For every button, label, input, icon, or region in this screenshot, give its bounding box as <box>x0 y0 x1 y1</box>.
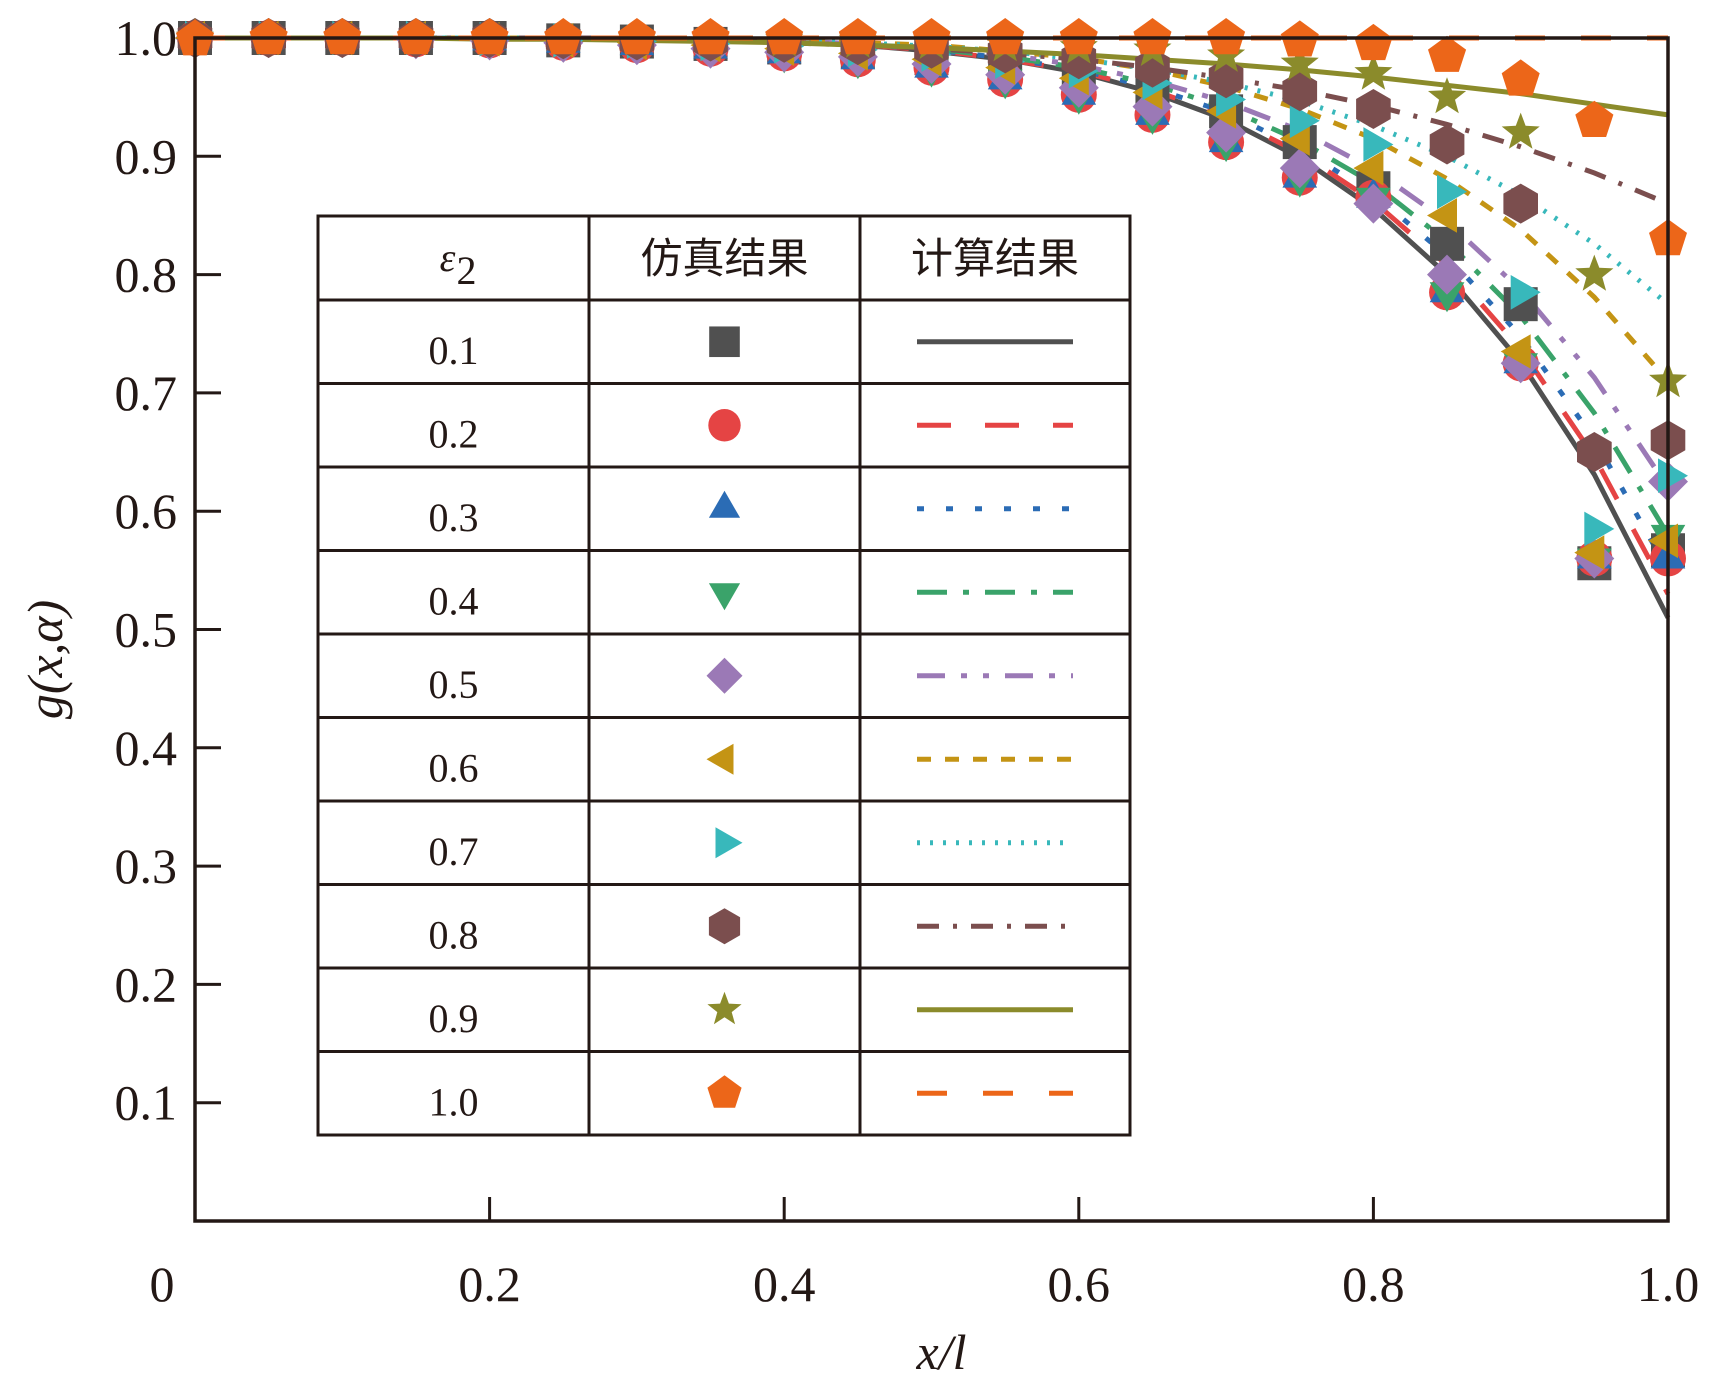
marker-point <box>617 18 656 55</box>
y-tick-label: 1.0 <box>115 10 178 66</box>
legend-marker-triangle-down <box>708 583 741 611</box>
y-tick-label: 0.9 <box>115 128 178 184</box>
marker-point <box>1206 112 1247 153</box>
marker-point <box>249 18 288 55</box>
marker-point <box>1059 18 1098 55</box>
marker-point <box>1427 198 1457 233</box>
marker-point <box>1133 18 1172 55</box>
x-tick-label: 0 <box>150 1256 175 1312</box>
marker-point <box>323 18 362 55</box>
marker-point <box>1510 275 1541 310</box>
marker-point <box>1282 71 1318 112</box>
x-tick-label: 1.0 <box>1637 1256 1700 1312</box>
legend-label-eps-0.3: 0.3 <box>429 495 479 540</box>
legend-label-eps-0.4: 0.4 <box>429 578 479 623</box>
y-tick-label: 0.6 <box>115 483 178 539</box>
marker-point <box>838 18 877 55</box>
marker-point <box>1577 432 1612 472</box>
marker-point <box>1501 59 1540 96</box>
marker-point <box>1648 523 1678 559</box>
legend-header-simulation: 仿真结果 <box>640 234 808 283</box>
legend-label-eps-0.7: 0.7 <box>429 829 479 874</box>
legend-label-eps-0.1: 0.1 <box>429 328 479 373</box>
y-tick-label: 0.4 <box>115 720 178 776</box>
marker-point <box>1428 77 1467 114</box>
marker-point <box>1428 35 1467 72</box>
x-tick-label: 0.2 <box>458 1256 521 1312</box>
legend-label-eps-0.2: 0.2 <box>429 411 479 456</box>
marker-point <box>912 18 951 55</box>
legend-marker-triangle-left <box>706 743 734 775</box>
y-tick-label: 0.1 <box>115 1075 178 1131</box>
marker-point <box>1279 148 1320 189</box>
markers-eps-1.0 <box>176 18 1687 256</box>
marker-point <box>544 18 583 55</box>
marker-point <box>1574 535 1605 570</box>
marker-point <box>396 18 435 55</box>
y-tick-label: 0.8 <box>115 247 178 303</box>
legend-marker-hexagon <box>708 908 741 945</box>
legend-marker-triangle-up <box>708 490 741 518</box>
marker-point <box>1353 183 1394 224</box>
marker-point <box>1354 53 1393 90</box>
x-tick-label: 0.8 <box>1342 1256 1405 1312</box>
marker-point <box>765 18 804 55</box>
legend-label-eps-0.8: 0.8 <box>429 912 479 957</box>
marker-point <box>1363 127 1394 162</box>
legend-header-param-subscript: 2 <box>457 248 477 293</box>
marker-point <box>1427 254 1467 295</box>
marker-point <box>1353 150 1384 186</box>
legend-label-eps-1.0: 1.0 <box>429 1079 479 1124</box>
marker-point <box>986 18 1025 55</box>
marker-point <box>1280 44 1319 81</box>
marker-point <box>1289 103 1320 139</box>
marker-point <box>1503 183 1538 224</box>
x-tick-label: 0.4 <box>753 1256 816 1312</box>
marker-point <box>691 18 730 55</box>
legend-marker-diamond <box>706 657 743 694</box>
x-tick-label: 0.6 <box>1048 1256 1111 1312</box>
marker-point <box>1658 458 1688 493</box>
marker-point <box>1207 18 1246 55</box>
legend-label-eps-0.9: 0.9 <box>429 996 479 1041</box>
marker-point <box>1356 89 1391 129</box>
y-axis-title: g(x,α) <box>17 600 73 719</box>
marker-point <box>1584 511 1615 547</box>
y-tick-label: 0.2 <box>115 956 178 1012</box>
legend-header-param: ε <box>440 235 456 280</box>
legend-marker-star <box>707 991 742 1025</box>
legend-marker-circle <box>708 409 741 442</box>
marker-point <box>1429 282 1465 313</box>
marker-point <box>1429 124 1465 165</box>
y-tick-label: 0.3 <box>115 838 178 894</box>
legend-label-eps-0.5: 0.5 <box>429 662 479 707</box>
y-tick-label: 0.5 <box>115 602 178 658</box>
marker-point <box>1575 100 1614 137</box>
marker-point <box>1500 334 1531 369</box>
legend-label-eps-0.6: 0.6 <box>429 745 479 790</box>
marker-point <box>1354 23 1393 61</box>
legend-marker-pentagon <box>707 1075 742 1108</box>
legend-table: ε 2 仿真结果 计算结果 0.1 0.2 0.3 0.4 0.5 0.6 0.7 0.8 0.9 1.0 <box>316 214 1132 1137</box>
y-tick-label: 0.7 <box>115 365 178 421</box>
marker-point <box>1501 112 1540 149</box>
marker-point <box>1575 254 1614 291</box>
x-axis-title: x/l <box>916 1324 967 1380</box>
legend-marker-square <box>709 326 740 358</box>
legend-header-calculation: 计算结果 <box>911 234 1079 283</box>
marker-point <box>1437 174 1467 210</box>
legend-marker-triangle-right <box>715 827 743 859</box>
axes: 0 0.2 0.4 0.6 0.8 1.0 0.1 0.2 0.3 0.4 0.5 0.6 0.7 0.8… <box>115 10 1700 1312</box>
marker-point <box>470 18 509 55</box>
